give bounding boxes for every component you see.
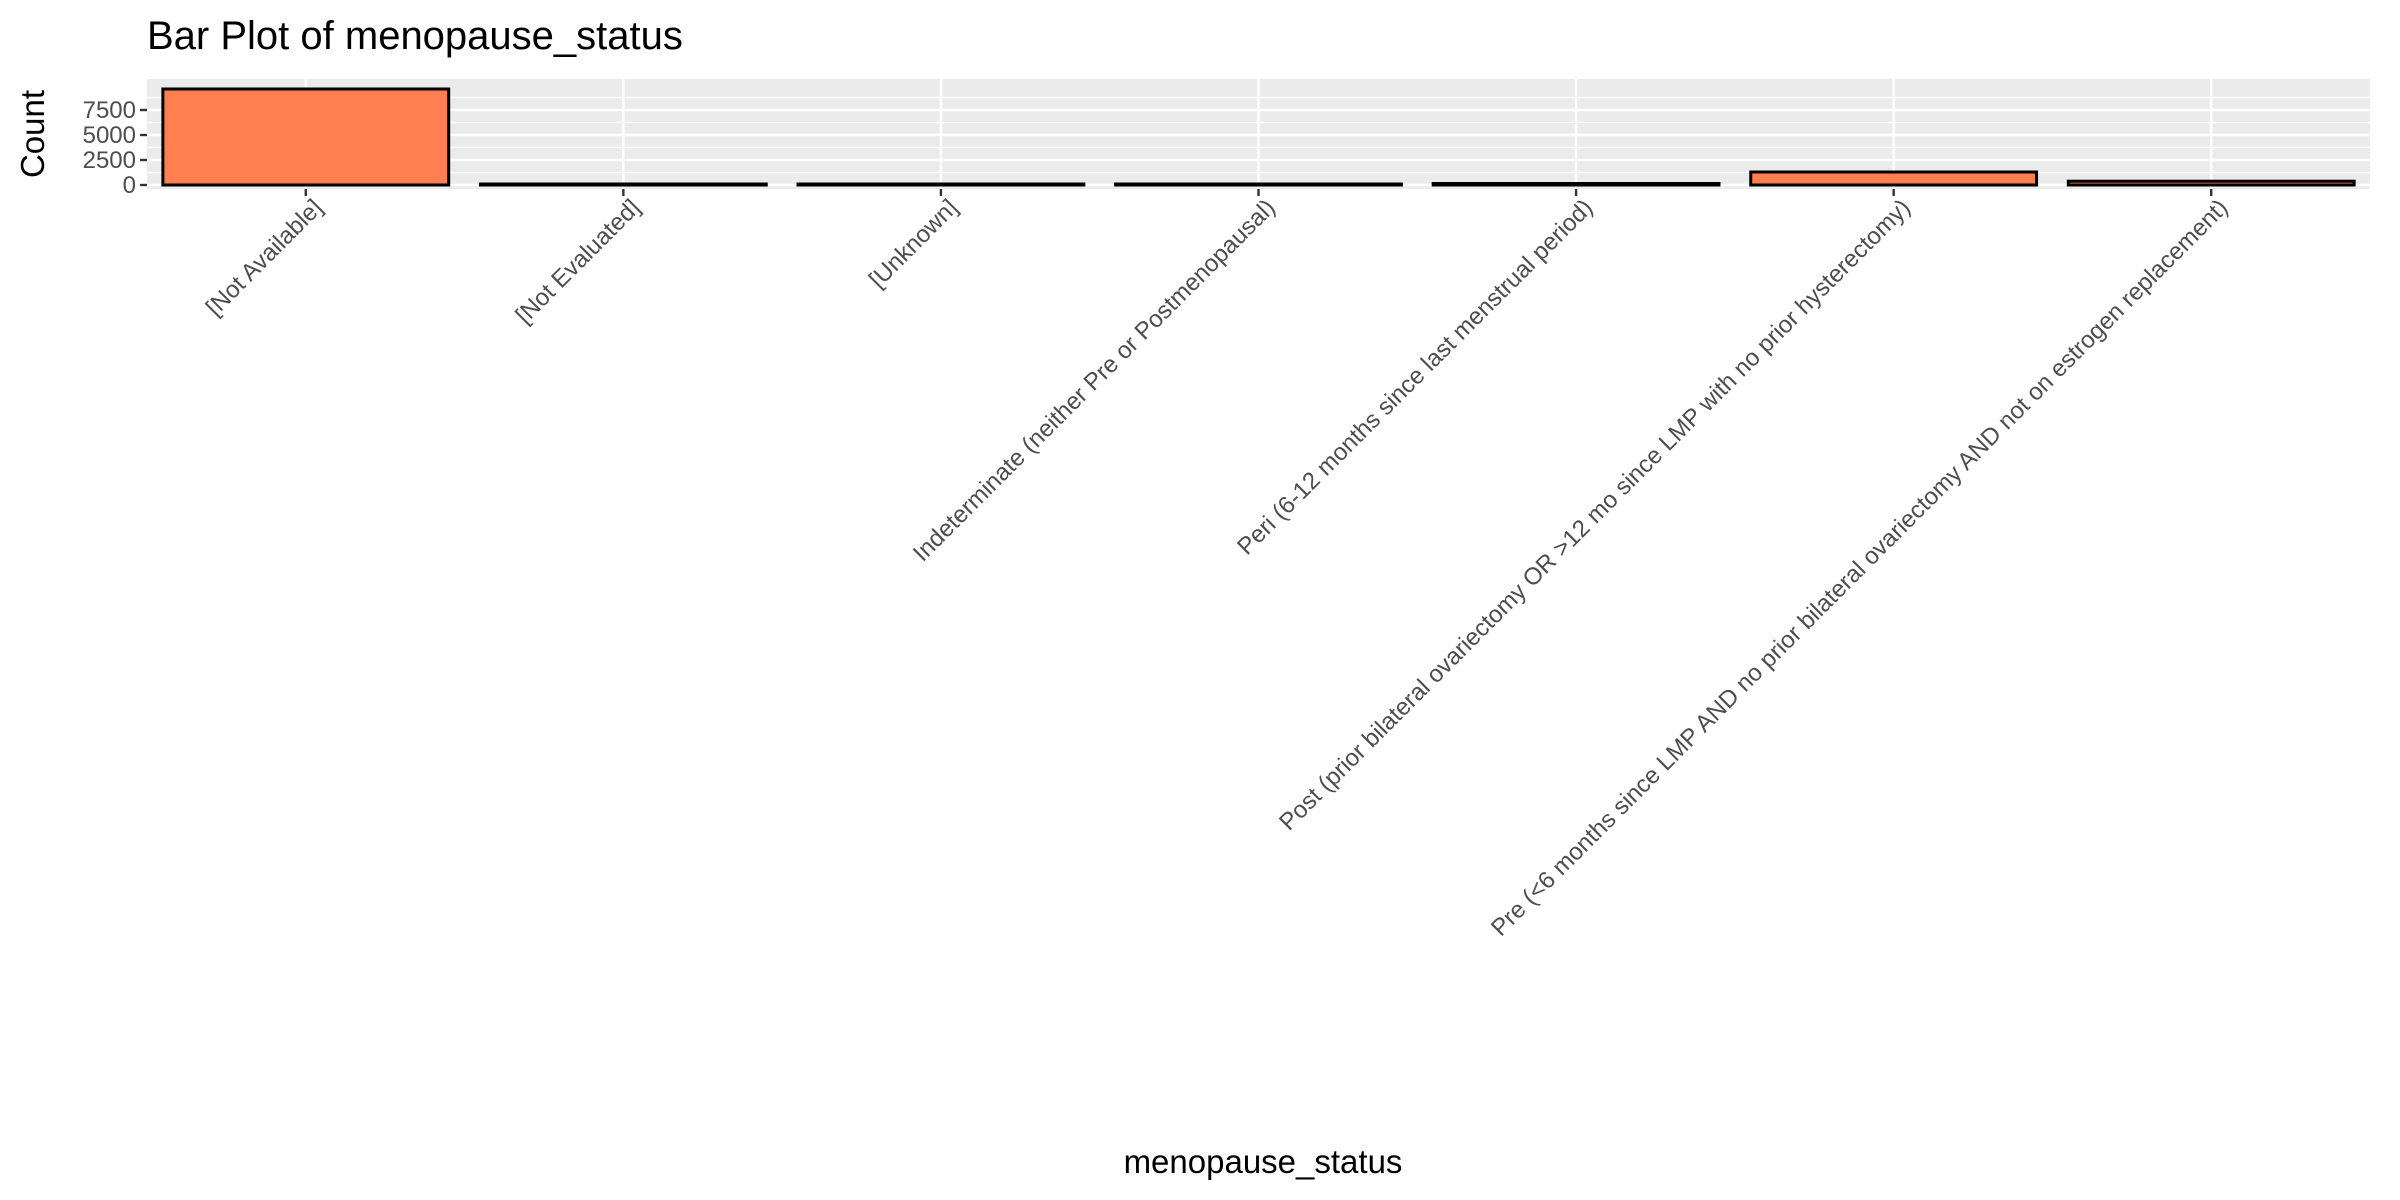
chart-title: Bar Plot of menopause_status xyxy=(147,14,683,58)
bar xyxy=(796,182,1086,187)
y-tick-label: 5000 xyxy=(83,122,136,149)
x-axis: [Not Available] [Not Evaluated] [Unknown]I… xyxy=(201,189,2233,942)
x-tick-label: Peri (6-12 months since last menstrual p… xyxy=(1232,194,1598,560)
x-axis-title: menopause_status xyxy=(1124,1143,1403,1180)
bars xyxy=(161,87,2356,187)
bar xyxy=(1431,182,1721,187)
x-tick-label: Indeterminate (neither Pre or Postmenopa… xyxy=(908,194,1281,567)
x-tick-label: Post (prior bilateral ovariectomy OR >12… xyxy=(1274,194,1916,836)
y-axis-title: Count xyxy=(14,90,51,178)
y-tick-label: 0 xyxy=(123,172,136,199)
bar xyxy=(2066,179,2356,187)
bar xyxy=(1749,170,2039,187)
x-tick-label: Pre (<6 months since LMP AND no prior bi… xyxy=(1486,194,2233,941)
bar xyxy=(478,182,768,187)
y-tick-label: 7500 xyxy=(83,97,136,124)
bar xyxy=(1114,182,1403,187)
x-tick-label: [Not Available] xyxy=(201,194,328,321)
y-tick-label: 2500 xyxy=(83,147,136,174)
bar xyxy=(161,87,451,187)
x-tick-label: [Not Evaluated] xyxy=(510,194,645,329)
x-tick-label: [Unknown] xyxy=(864,194,963,293)
